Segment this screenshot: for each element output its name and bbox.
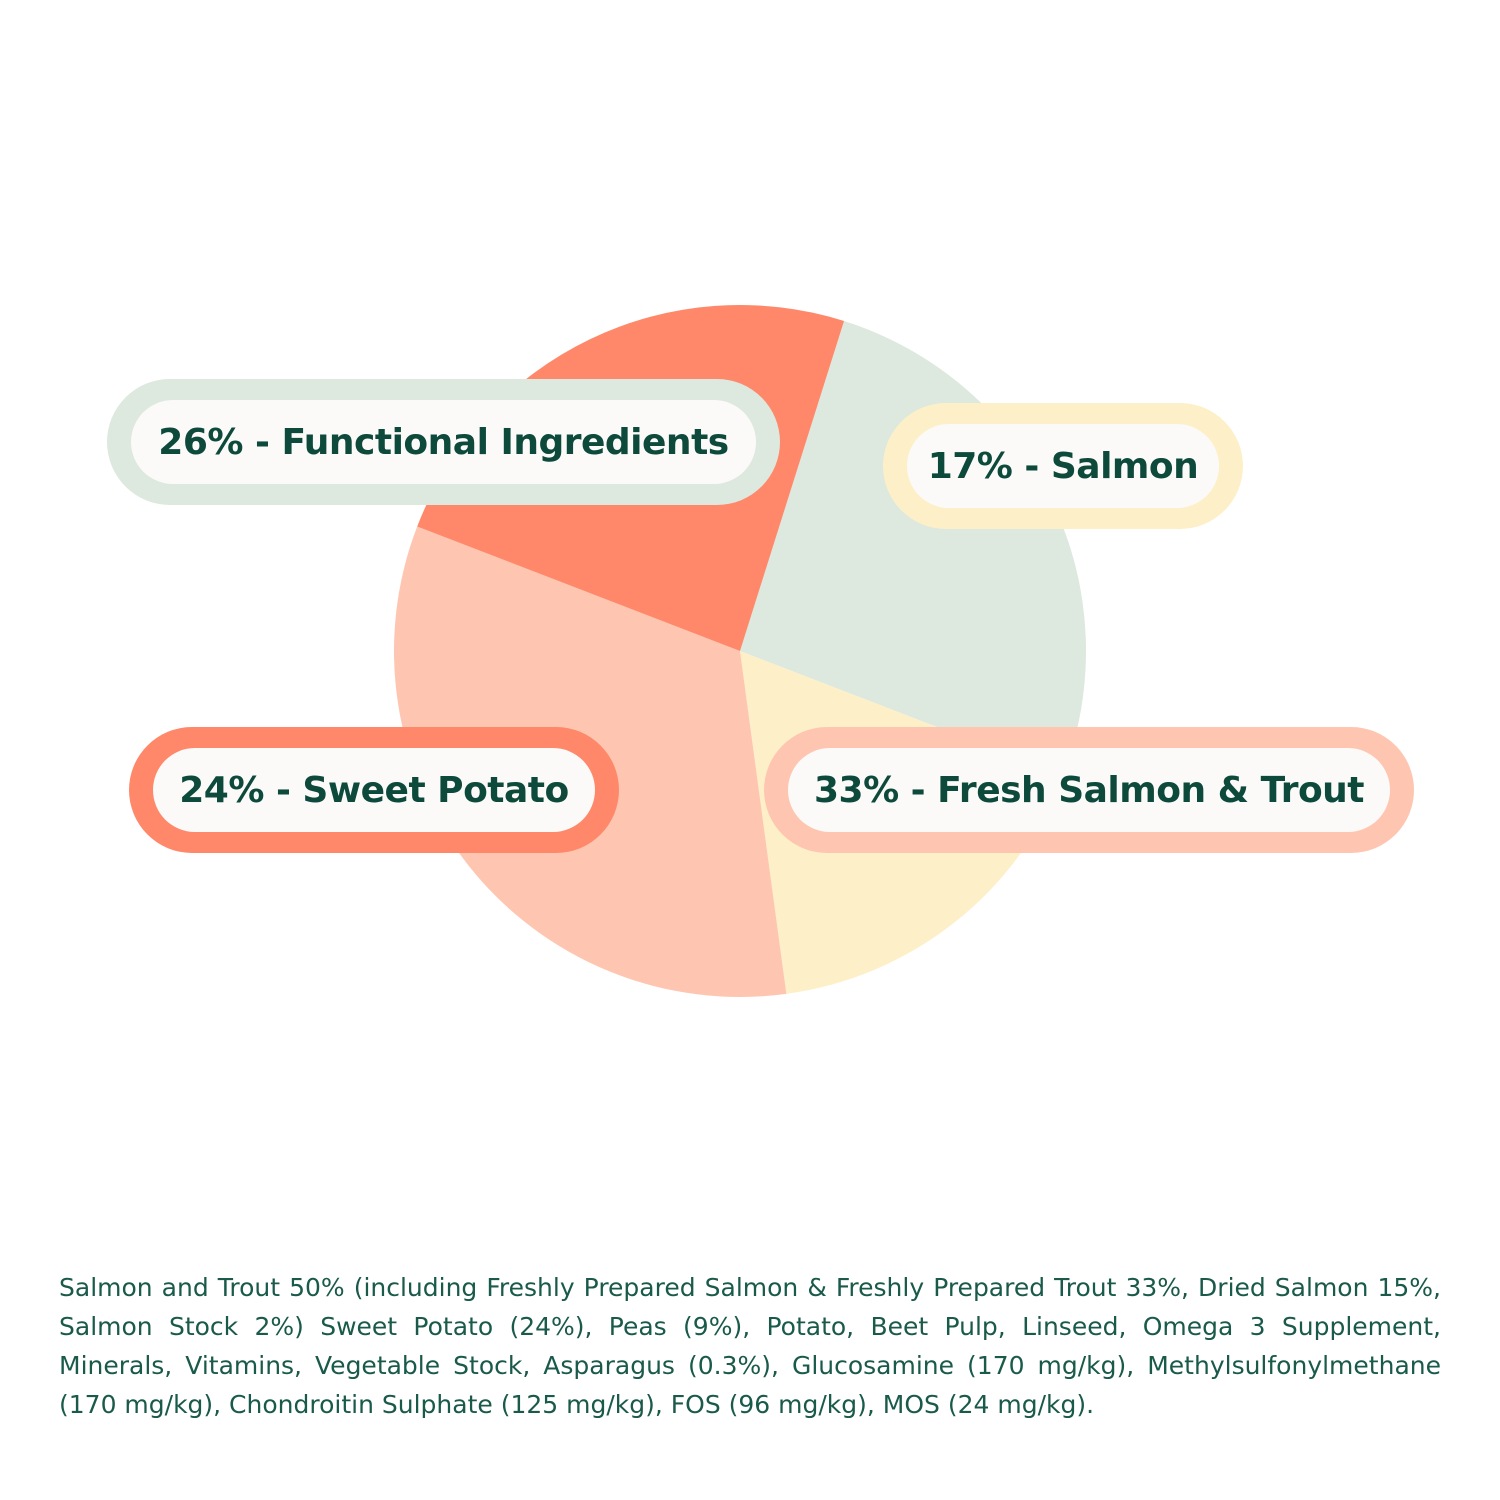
label-sweet-potato-text: 24% - Sweet Potato [153,748,595,832]
ingredients-list: Salmon and Trout 50% (including Freshly … [59,1273,1441,1419]
label-functional-ingredients: 26% - Functional Ingredients [107,379,780,505]
label-sweet-potato: 24% - Sweet Potato [129,727,619,853]
label-fresh-salmon-trout: 33% - Fresh Salmon & Trout [764,727,1414,853]
label-salmon-text: 17% - Salmon [907,424,1219,508]
label-fresh-salmon-trout-text: 33% - Fresh Salmon & Trout [788,748,1390,832]
label-salmon: 17% - Salmon [883,403,1243,529]
label-functional-ingredients-text: 26% - Functional Ingredients [131,400,756,484]
